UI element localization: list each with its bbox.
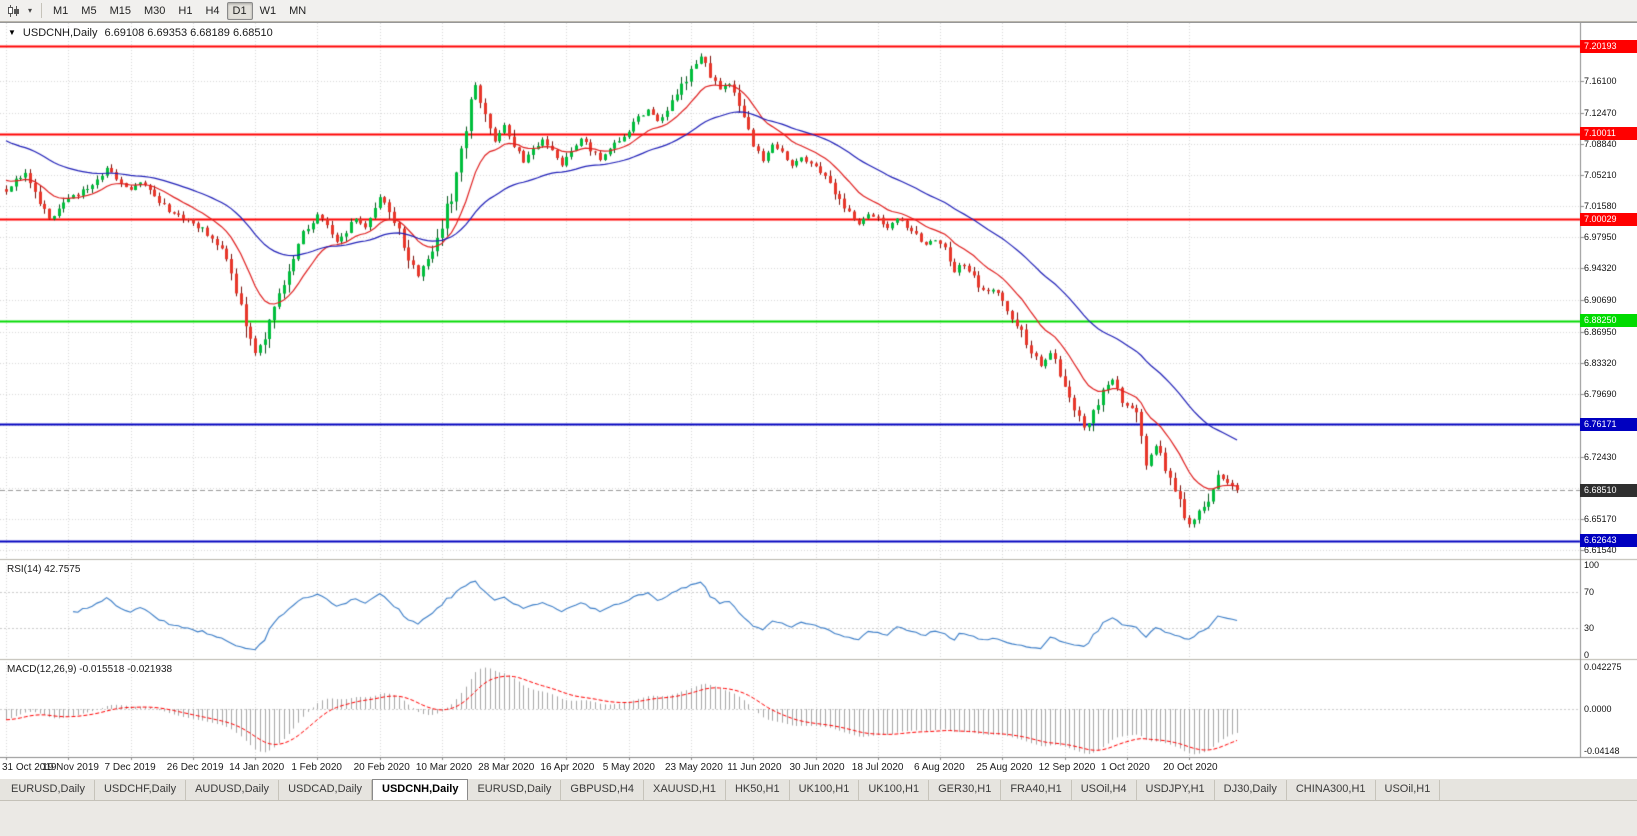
symbol-tab-uk100-h1[interactable]: UK100,H1	[859, 780, 930, 800]
symbol-tab-usdcnh-daily[interactable]: USDCNH,Daily	[372, 779, 469, 800]
chart-symbol-title: USDCNH,Daily	[22, 27, 98, 39]
timeframe-button-h1[interactable]: H1	[178, 4, 193, 17]
macd-axis-label: -0.04148	[1584, 746, 1620, 756]
price-axis-label: 6.79690	[1584, 389, 1617, 400]
chart-title: ▼ USDCNH,Daily 6.69108 6.69353 6.68189 6…	[8, 27, 273, 39]
symbol-tab-fra40-h1[interactable]: FRA40,H1	[1001, 780, 1072, 800]
chart-canvas[interactable]	[0, 23, 1637, 779]
price-axis-label: 6.90690	[1584, 294, 1617, 305]
current-price-badge: 6.68510	[1580, 483, 1637, 497]
symbol-tab-usdjpy-h1[interactable]: USDJPY,H1	[1137, 780, 1215, 800]
candlestick-chart-icon[interactable]	[4, 2, 24, 20]
time-axis-label: 14 Jan 2020	[229, 762, 285, 773]
symbol-tab-china300-h1[interactable]: CHINA300,H1	[1287, 780, 1376, 800]
timeframe-button-m30[interactable]: M30	[143, 4, 166, 17]
price-level-badge: 6.62643	[1580, 534, 1637, 548]
toolbar-separator	[41, 3, 42, 18]
price-axis-label: 7.05210	[1584, 169, 1617, 180]
status-bar	[0, 800, 1637, 836]
macd-axis-label: 0.042275	[1584, 662, 1622, 672]
time-axis-label: 26 Dec 2019	[166, 762, 224, 773]
symbol-tab-gbpusd-h4[interactable]: GBPUSD,H4	[561, 780, 644, 800]
time-axis-label: 19 Nov 2019	[42, 762, 99, 773]
chevron-down-icon[interactable]: ▾	[27, 5, 32, 15]
price-level-badge: 6.76171	[1580, 417, 1637, 431]
macd-axis-label: 0.0000	[1584, 704, 1612, 714]
time-axis-label: 28 Mar 2020	[478, 762, 535, 773]
symbol-tab-ger30-h1[interactable]: GER30,H1	[929, 780, 1002, 800]
chart-menu-arrow-icon[interactable]: ▼	[8, 28, 16, 37]
timeframe-button-d1[interactable]: D1	[226, 1, 253, 20]
symbol-tab-dj30-daily[interactable]: DJ30,Daily	[1215, 780, 1287, 800]
time-axis-label: 10 Mar 2020	[415, 762, 473, 773]
symbol-tab-eurusd-daily[interactable]: EURUSD,Daily	[2, 780, 95, 800]
time-axis-label: 25 Aug 2020	[976, 762, 1033, 773]
price-axis-label: 6.65170	[1584, 513, 1617, 524]
symbol-tab-eurusd-daily[interactable]: EURUSD,Daily	[468, 780, 562, 800]
price-level-badge: 6.88250	[1580, 314, 1637, 328]
symbol-tabbar: EURUSD,Daily USDCHF,Daily AUDUSD,Daily USDC…	[0, 778, 1637, 800]
price-axis-label: 6.94320	[1584, 263, 1617, 274]
time-axis-label: 31 Oct 2019	[2, 762, 57, 773]
symbol-tab-hk50-h1[interactable]: HK50,H1	[726, 780, 790, 800]
price-axis-label: 6.72430	[1584, 451, 1617, 462]
time-axis-label: 7 Dec 2019	[104, 762, 156, 773]
time-axis-label: 30 Jun 2020	[789, 762, 845, 773]
price-level-badge: 7.00029	[1580, 212, 1637, 226]
timeframe-button-h4[interactable]: H4	[205, 4, 220, 17]
price-axis-label: 6.83320	[1584, 357, 1617, 368]
timeframe-button-m15[interactable]: M15	[109, 4, 131, 17]
time-axis-label: 6 Aug 2020	[914, 762, 965, 773]
price-axis-label: 7.16100	[1584, 76, 1617, 87]
time-axis-label: 5 May 2020	[602, 762, 655, 773]
time-axis-label: 11 Jun 2020	[727, 762, 782, 773]
timeframe-toolbar: ▾ M1 M5 M15 M30 H1 H4 D1 W1 MN	[0, 0, 1637, 22]
price-axis-label: 6.97950	[1584, 232, 1617, 243]
rsi-axis-label: 100	[1584, 560, 1600, 571]
timeframe-button-m5[interactable]: M5	[81, 4, 97, 17]
rsi-axis-label: 70	[1584, 587, 1595, 598]
timeframe-button-w1[interactable]: W1	[259, 4, 277, 17]
price-axis-label: 7.12470	[1584, 107, 1617, 118]
time-axis-label: 23 May 2020	[664, 762, 723, 773]
symbol-tab-usoil-h1[interactable]: USOil,H1	[1376, 780, 1441, 800]
rsi-axis-label: 30	[1584, 622, 1595, 633]
macd-indicator-label: MACD(12,26,9) -0.015518 -0.021938	[7, 664, 173, 675]
price-axis-label: 6.61540	[1584, 545, 1617, 556]
time-axis-label: 1 Oct 2020	[1100, 762, 1150, 773]
symbol-tab-xauusd-h1[interactable]: XAUUSD,H1	[644, 780, 726, 800]
timeframe-buttons: M1 M5 M15 M30 H1 H4 D1 W1 MN	[47, 1, 312, 20]
chart-ohlc-values: 6.69108 6.69353 6.68189 6.68510	[104, 27, 273, 39]
time-axis-label: 20 Oct 2020	[1163, 762, 1218, 773]
price-axis-label: 6.86950	[1584, 326, 1617, 337]
time-axis-label: 18 Jul 2020	[851, 762, 904, 773]
symbol-tab-usoil-h4[interactable]: USOil,H4	[1072, 780, 1137, 800]
symbol-tab-uk100-h1[interactable]: UK100,H1	[790, 780, 860, 800]
rsi-indicator-label: RSI(14) 42.7575	[7, 564, 81, 575]
symbol-tab-audusd-daily[interactable]: AUDUSD,Daily	[186, 780, 280, 800]
timeframe-button-mn[interactable]: MN	[289, 4, 307, 17]
time-axis-label: 1 Feb 2020	[291, 762, 342, 773]
rsi-axis-label: 0	[1584, 649, 1590, 660]
price-axis-label: 7.01580	[1584, 201, 1617, 212]
time-axis-label: 12 Sep 2020	[1038, 762, 1096, 773]
time-axis-label: 20 Feb 2020	[353, 762, 410, 773]
timeframe-button-m1[interactable]: M1	[53, 4, 69, 17]
symbol-tab-usdchf-daily[interactable]: USDCHF,Daily	[95, 780, 187, 800]
time-axis-label: 16 Apr 2020	[540, 762, 595, 773]
price-level-badge: 7.20193	[1580, 39, 1637, 53]
price-level-badge: 7.10011	[1580, 127, 1637, 141]
symbol-tab-usdcad-daily[interactable]: USDCAD,Daily	[279, 780, 373, 800]
chart-window: ▼ USDCNH,Daily 6.69108 6.69353 6.68189 6…	[0, 22, 1637, 779]
price-axis-label: 7.08840	[1584, 138, 1617, 149]
